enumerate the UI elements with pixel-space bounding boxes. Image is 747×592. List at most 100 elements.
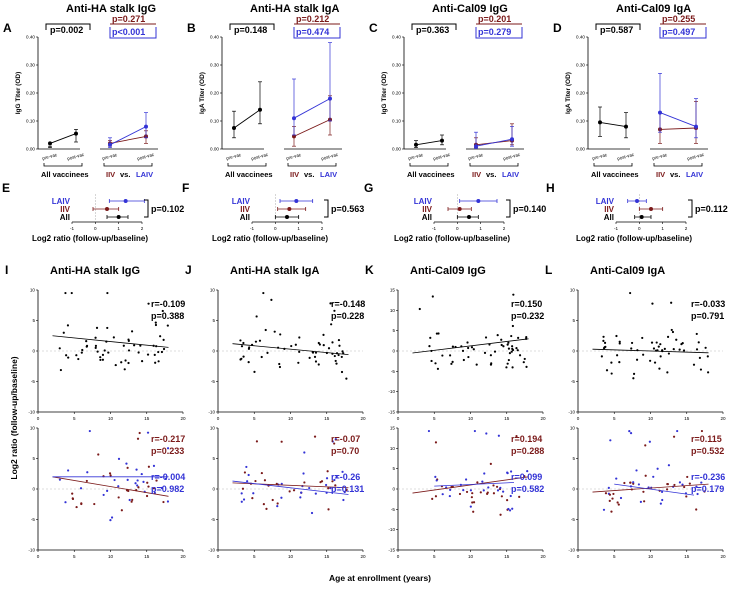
data-point <box>492 492 496 495</box>
p-value-laiv: p=0.582 <box>511 484 544 494</box>
data-point <box>448 494 451 498</box>
data-point <box>604 492 608 495</box>
scatter-x-tick-label: 5 <box>73 554 76 559</box>
group-label-all: All vaccinees <box>407 170 455 179</box>
x-tick-label: post-vac <box>251 152 270 162</box>
data-point <box>695 332 698 336</box>
data-point <box>242 355 245 358</box>
y-tick-label: 0.20 <box>576 91 585 96</box>
data-point <box>126 478 129 481</box>
data-point <box>135 468 138 471</box>
r-value-all: r=-0.109 <box>151 299 185 309</box>
data-point <box>320 480 324 483</box>
data-point <box>136 484 139 487</box>
data-point <box>240 345 244 348</box>
data-point <box>147 302 150 305</box>
group-bracket-all <box>593 163 633 167</box>
data-point <box>145 494 149 498</box>
data-point <box>146 431 150 434</box>
p-value-laiv: p=0.982 <box>151 484 184 494</box>
data-point <box>437 332 440 335</box>
forest-x-tick-label: 2 <box>685 226 688 231</box>
data-point <box>241 487 245 490</box>
group-label-iiv: IIV <box>106 170 115 179</box>
scatter-y-tick-label: 10 <box>210 426 216 431</box>
data-point <box>299 496 302 499</box>
data-point <box>482 489 485 492</box>
data-point <box>138 431 141 435</box>
data-point <box>255 315 258 318</box>
data-point <box>333 309 336 312</box>
scatter-y-tick-label: -10 <box>388 389 395 394</box>
data-point <box>659 502 662 505</box>
scatter-x-tick-label: 5 <box>253 554 256 559</box>
data-point <box>242 498 246 501</box>
x-tick-label: post-vac <box>321 152 340 162</box>
data-point <box>472 501 476 504</box>
data-point <box>707 371 710 374</box>
data-point <box>666 371 669 374</box>
forest-label-iiv: IIV <box>422 205 432 214</box>
panel-letter: J <box>185 263 192 277</box>
y-tick-label: 0.10 <box>210 119 219 124</box>
data-point <box>127 339 130 342</box>
data-point <box>418 307 421 311</box>
data-point <box>667 352 670 355</box>
data-point <box>123 368 126 371</box>
x-tick-label: post-vac <box>67 152 86 162</box>
data-point <box>99 358 102 362</box>
scatter-y-tick-label: 0 <box>212 487 215 492</box>
forest-x-tick-label: 2 <box>321 226 324 231</box>
data-point <box>79 487 83 490</box>
r-value-all: r=0.150 <box>511 299 542 309</box>
data-point <box>472 348 475 351</box>
scatter-x-tick-label: 10 <box>108 416 114 421</box>
data-point <box>77 357 80 361</box>
data-point <box>659 343 662 346</box>
data-point <box>140 472 143 476</box>
data-point <box>166 324 169 327</box>
all-point <box>624 124 628 129</box>
data-point <box>608 493 612 496</box>
data-point <box>245 465 248 469</box>
r-value-laiv: r=-0.26 <box>331 472 360 482</box>
data-point <box>428 345 431 348</box>
forest-x-tick-label: -1 <box>614 226 619 231</box>
data-point <box>58 478 62 481</box>
data-point <box>672 435 676 438</box>
regression-line-laiv <box>232 480 349 495</box>
data-point <box>308 356 311 359</box>
data-point <box>698 356 701 359</box>
data-point <box>106 326 109 330</box>
data-point <box>507 358 510 362</box>
data-point <box>120 361 123 364</box>
all-point <box>598 120 602 125</box>
data-point <box>324 483 328 487</box>
data-point <box>644 444 647 447</box>
data-point <box>441 493 444 496</box>
data-point <box>126 466 129 469</box>
scatter-y-tick-label: -5 <box>31 379 36 384</box>
scatter-y-tick-label: -5 <box>391 507 396 512</box>
scatter-y-tick-label: 5 <box>212 318 215 323</box>
data-point <box>435 332 439 335</box>
panel-letter: A <box>3 21 12 35</box>
r-value-all: r=-0.148 <box>331 299 365 309</box>
data-point <box>335 362 338 365</box>
forest-x-tick-label: -1 <box>250 226 255 231</box>
data-point <box>682 349 686 352</box>
regression-line-all <box>52 335 169 348</box>
panel-title: Anti-Cal09 IgA <box>590 265 665 277</box>
data-point <box>678 348 681 351</box>
forest-x-tick-label: -1 <box>432 226 437 231</box>
data-point <box>303 481 306 484</box>
data-point <box>131 498 134 502</box>
bracket-laiv <box>659 27 707 39</box>
data-point <box>658 367 661 370</box>
data-point <box>672 348 675 351</box>
data-point <box>127 349 131 352</box>
p-value-laiv: p<0.001 <box>112 27 145 37</box>
data-point <box>688 482 691 485</box>
data-point <box>704 346 707 349</box>
data-point <box>85 340 88 343</box>
